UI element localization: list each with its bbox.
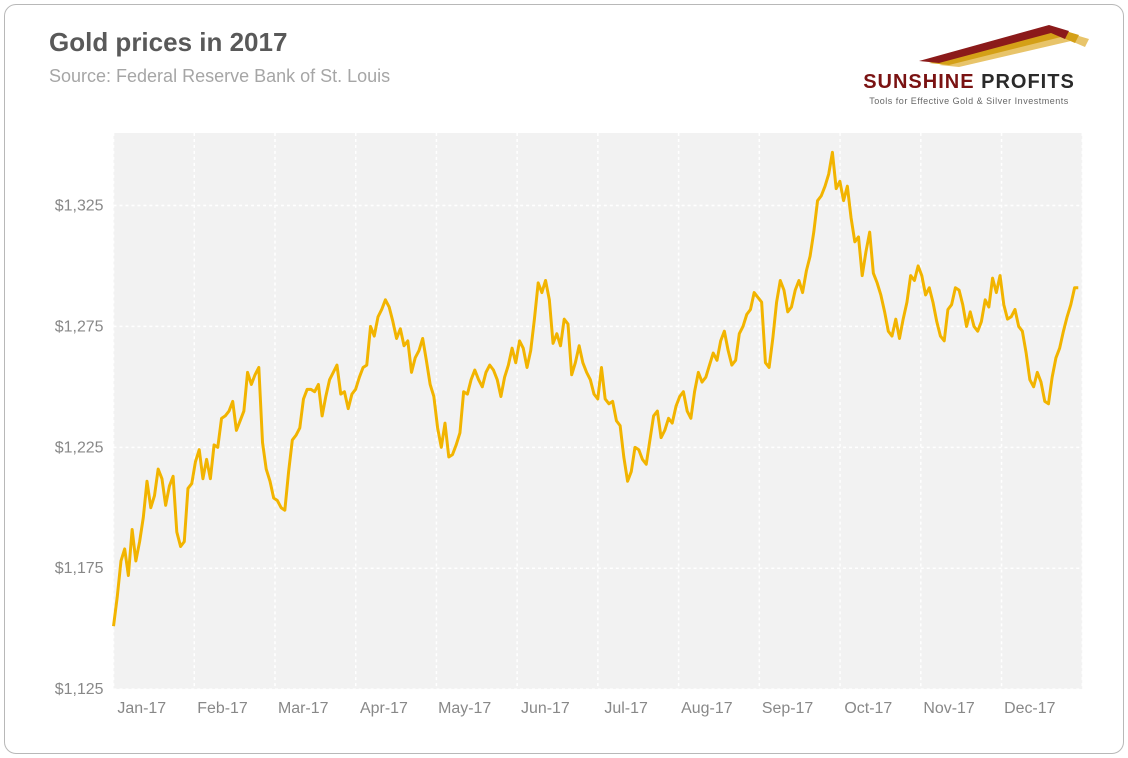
svg-text:Oct-17: Oct-17: [844, 700, 892, 717]
svg-text:Jan-17: Jan-17: [117, 700, 166, 717]
svg-text:Aug-17: Aug-17: [681, 700, 733, 717]
svg-text:Feb-17: Feb-17: [197, 700, 248, 717]
svg-text:$1,225: $1,225: [55, 439, 104, 456]
svg-text:$1,175: $1,175: [55, 560, 104, 577]
logo-name: SUNSHINE PROFITS: [839, 71, 1099, 94]
logo-name-1: SUNSHINE: [863, 71, 974, 93]
svg-text:Mar-17: Mar-17: [278, 700, 329, 717]
logo-tagline: Tools for Effective Gold & Silver Invest…: [839, 96, 1099, 106]
svg-text:$1,275: $1,275: [55, 318, 104, 335]
svg-text:Nov-17: Nov-17: [923, 700, 975, 717]
svg-text:Apr-17: Apr-17: [360, 700, 408, 717]
y-axis-labels: $1,125 $1,175 $1,225 $1,275 $1,325: [55, 198, 104, 699]
svg-text:$1,125: $1,125: [55, 681, 104, 698]
logo-swoosh-icon: [839, 25, 1099, 69]
logo-name-2: PROFITS: [981, 71, 1075, 93]
svg-text:May-17: May-17: [438, 700, 491, 717]
svg-text:$1,325: $1,325: [55, 198, 104, 215]
chart-area: $1,125 $1,175 $1,225 $1,275 $1,325 Jan-17 Feb…: [35, 127, 1093, 723]
x-axis-labels: Jan-17 Feb-17 Mar-17 Apr-17 May-17 Jun-17 Jul-…: [117, 700, 1055, 717]
brand-logo: SUNSHINE PROFITS Tools for Effective Gol…: [839, 25, 1099, 105]
svg-text:Sep-17: Sep-17: [762, 700, 814, 717]
svg-text:Dec-17: Dec-17: [1004, 700, 1056, 717]
svg-text:Jul-17: Jul-17: [604, 700, 648, 717]
line-chart: $1,125 $1,175 $1,225 $1,275 $1,325 Jan-17 Feb…: [35, 127, 1093, 723]
svg-text:Jun-17: Jun-17: [521, 700, 570, 717]
chart-card: Gold prices in 2017 Source: Federal Rese…: [4, 4, 1124, 754]
